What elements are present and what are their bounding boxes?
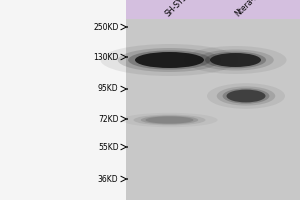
- Ellipse shape: [197, 49, 274, 71]
- Ellipse shape: [217, 86, 275, 106]
- Ellipse shape: [207, 83, 285, 109]
- Ellipse shape: [210, 53, 261, 67]
- Text: Ntera-2: Ntera-2: [234, 0, 260, 18]
- Text: 250KD: 250KD: [93, 22, 118, 31]
- Text: SH-SY5Y: SH-SY5Y: [163, 0, 192, 18]
- Text: 72KD: 72KD: [98, 114, 119, 123]
- Text: 95KD: 95KD: [98, 84, 118, 93]
- Ellipse shape: [141, 116, 198, 124]
- Ellipse shape: [226, 90, 266, 102]
- Bar: [126, 0, 300, 19]
- Ellipse shape: [135, 52, 204, 68]
- Ellipse shape: [128, 50, 211, 70]
- Ellipse shape: [205, 52, 266, 68]
- Ellipse shape: [118, 48, 221, 72]
- Text: 130KD: 130KD: [93, 52, 118, 62]
- Ellipse shape: [122, 113, 218, 127]
- Text: 55KD: 55KD: [98, 142, 118, 152]
- Text: 36KD: 36KD: [98, 174, 118, 184]
- Ellipse shape: [146, 116, 194, 124]
- Ellipse shape: [184, 46, 286, 74]
- Bar: [126, 0, 300, 200]
- Ellipse shape: [100, 44, 238, 76]
- Ellipse shape: [223, 88, 269, 104]
- Ellipse shape: [134, 115, 206, 125]
